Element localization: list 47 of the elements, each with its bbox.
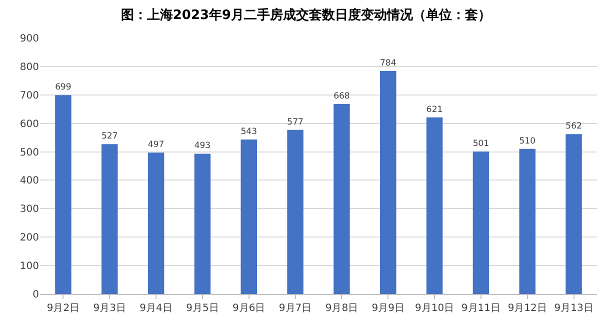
y-tick-label: 400 [20, 176, 39, 187]
bar [472, 151, 490, 294]
bar [566, 134, 582, 294]
data-label: 493 [194, 141, 211, 152]
bar [426, 117, 443, 294]
x-tick-label: 9月2日 [46, 303, 80, 314]
data-label: 577 [287, 117, 304, 128]
x-tick-label: 9月4日 [140, 303, 172, 314]
data-label: 699 [55, 82, 72, 93]
y-tick-label: 300 [20, 204, 39, 216]
data-label: 543 [240, 126, 257, 137]
bar [519, 148, 536, 294]
data-label: 527 [102, 132, 118, 142]
y-tick-label: 900 [20, 34, 39, 44]
y-tick-label: 500 [20, 147, 39, 158]
y-tick-label: 600 [20, 118, 39, 130]
bar [334, 104, 350, 294]
data-label: 784 [380, 58, 396, 68]
x-tick-label: 9月5日 [186, 303, 219, 314]
y-tick-label: 100 [20, 261, 39, 272]
x-tick-label: 9月12日 [508, 303, 547, 314]
y-tick-label: 200 [20, 232, 39, 244]
x-tick-label: 9月7日 [278, 303, 312, 314]
bar [55, 95, 72, 294]
y-tick-label: 0 [32, 290, 39, 300]
data-label: 562 [566, 122, 582, 132]
x-tick-label: 9月8日 [325, 303, 358, 314]
y-tick-label: 800 [20, 62, 39, 73]
data-label: 668 [334, 91, 350, 102]
x-tick-label: 9月10日 [414, 303, 454, 314]
data-label: 501 [472, 138, 490, 149]
x-tick-label: 9月6日 [232, 303, 266, 314]
data-label: 621 [426, 104, 443, 115]
data-label: 497 [148, 140, 164, 150]
bar [287, 130, 304, 294]
x-tick-label: 9月13日 [554, 303, 594, 314]
x-tick-label: 9月9日 [372, 303, 404, 314]
x-tick-label: 9月11日 [461, 303, 501, 314]
bar [380, 71, 396, 294]
bar [194, 154, 211, 294]
x-tick-label: 9月3日 [93, 303, 126, 314]
data-label: 510 [519, 136, 536, 146]
bar [240, 140, 257, 294]
bar [102, 144, 118, 294]
y-tick-label: 700 [20, 90, 39, 102]
chart-title: 图：上海2023年9月二手房成交套数日度变动情况（单位：套） [120, 7, 492, 24]
bar [148, 152, 164, 294]
